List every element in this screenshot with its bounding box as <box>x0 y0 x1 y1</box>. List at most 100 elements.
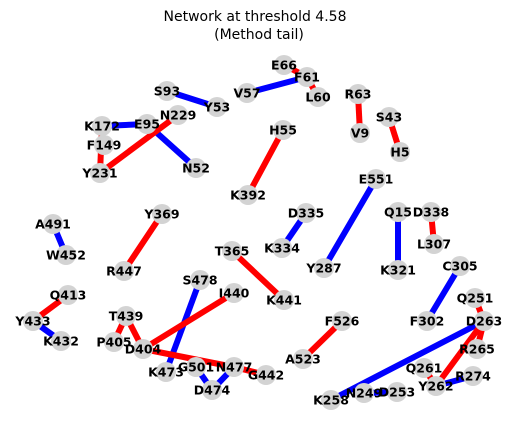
node-label: L307 <box>417 237 451 252</box>
node-label: H5 <box>390 145 409 160</box>
node-r265: R265 <box>459 339 495 359</box>
node-marker <box>92 116 112 136</box>
node-n229: N229 <box>160 105 197 125</box>
node-label: Y287 <box>305 261 341 276</box>
edge-v57-f61 <box>246 74 308 96</box>
node-e95: E95 <box>134 114 160 134</box>
node-d263: D263 <box>466 311 502 331</box>
node-marker <box>421 202 441 222</box>
node-marker <box>348 84 368 104</box>
node-d404: D404 <box>125 339 162 359</box>
node-label: S43 <box>376 110 402 125</box>
node-label: D263 <box>466 314 502 329</box>
edge-d263-y262 <box>433 319 487 388</box>
node-label: K172 <box>84 119 120 134</box>
node-marker <box>332 311 352 331</box>
node-marker <box>426 376 446 396</box>
node-label: D335 <box>288 206 324 221</box>
node-y262: Y262 <box>417 376 454 396</box>
node-label: V57 <box>233 86 260 101</box>
node-label: S478 <box>182 273 217 288</box>
node-marker <box>463 366 483 386</box>
node-marker <box>414 358 434 378</box>
node-label: K432 <box>43 334 79 349</box>
node-marker <box>388 202 408 222</box>
node-label: A523 <box>285 352 321 367</box>
node-marker <box>222 241 242 261</box>
node-marker <box>157 81 177 101</box>
node-k321: K321 <box>380 260 416 280</box>
node-label: N249 <box>346 386 383 401</box>
node-label: N52 <box>182 161 210 176</box>
node-r63: R63 <box>344 84 372 104</box>
node-label: G501 <box>178 360 214 375</box>
node-q251: Q251 <box>457 288 494 308</box>
node-f526: F526 <box>325 311 360 331</box>
node-q15: Q15 <box>384 202 412 222</box>
node-n52: N52 <box>182 158 210 178</box>
node-q261: Q261 <box>406 358 442 378</box>
node-label: R63 <box>344 87 371 102</box>
node-label: K441 <box>266 293 302 308</box>
node-marker <box>379 107 399 127</box>
node-marker <box>94 135 114 155</box>
node-s93: S93 <box>154 81 180 101</box>
node-label: C305 <box>442 259 477 274</box>
node-label: H55 <box>269 123 297 138</box>
node-marker <box>23 311 43 331</box>
node-marker <box>137 114 157 134</box>
node-label: T439 <box>109 309 144 324</box>
edge-h55-k392 <box>245 128 286 197</box>
title-line-2: (Method tail) <box>214 27 304 43</box>
node-c305: C305 <box>442 256 478 276</box>
node-label: N229 <box>160 108 197 123</box>
node-k432: K432 <box>43 331 79 351</box>
node-label: Y231 <box>81 166 117 181</box>
node-marker <box>321 390 341 410</box>
node-marker <box>387 382 407 402</box>
node-label: K321 <box>380 263 416 278</box>
node-marker <box>56 245 76 265</box>
edge-y369-r447 <box>121 212 165 273</box>
node-label: F61 <box>294 70 320 85</box>
node-a523: A523 <box>285 349 321 369</box>
node-label: D404 <box>125 342 162 357</box>
node-s43: S43 <box>376 107 402 127</box>
node-d474: D474 <box>194 380 231 400</box>
node-label: Y433 <box>14 314 50 329</box>
node-e551: E551 <box>359 169 393 189</box>
node-k392: K392 <box>230 185 266 205</box>
node-h55: H55 <box>269 120 297 140</box>
node-label: T365 <box>215 244 250 259</box>
node-label: F526 <box>325 314 360 329</box>
node-i440: I440 <box>219 283 250 303</box>
node-marker <box>238 185 258 205</box>
node-marker <box>350 123 370 143</box>
node-marker <box>314 258 334 278</box>
node-d335: D335 <box>288 203 324 223</box>
node-v9: V9 <box>350 123 370 143</box>
node-f61: F61 <box>294 67 320 87</box>
node-marker <box>186 357 206 377</box>
node-label: E95 <box>134 117 160 132</box>
node-marker <box>308 87 328 107</box>
node-marker <box>354 383 374 403</box>
node-marker <box>296 203 316 223</box>
node-marker <box>190 270 210 290</box>
node-n477: N477 <box>216 357 252 377</box>
node-g501: G501 <box>178 357 214 377</box>
node-marker <box>43 214 63 234</box>
node-marker <box>474 311 494 331</box>
node-e66: E66 <box>271 55 297 75</box>
node-marker <box>58 285 78 305</box>
node-label: Q251 <box>457 291 494 306</box>
node-label: I440 <box>219 286 250 301</box>
node-y433: Y433 <box>14 311 51 331</box>
node-label: A491 <box>35 217 71 232</box>
node-marker <box>114 261 134 281</box>
node-marker <box>224 357 244 377</box>
node-k172: K172 <box>84 116 120 136</box>
edge-e551-y287 <box>321 177 379 270</box>
node-label: K473 <box>148 365 184 380</box>
